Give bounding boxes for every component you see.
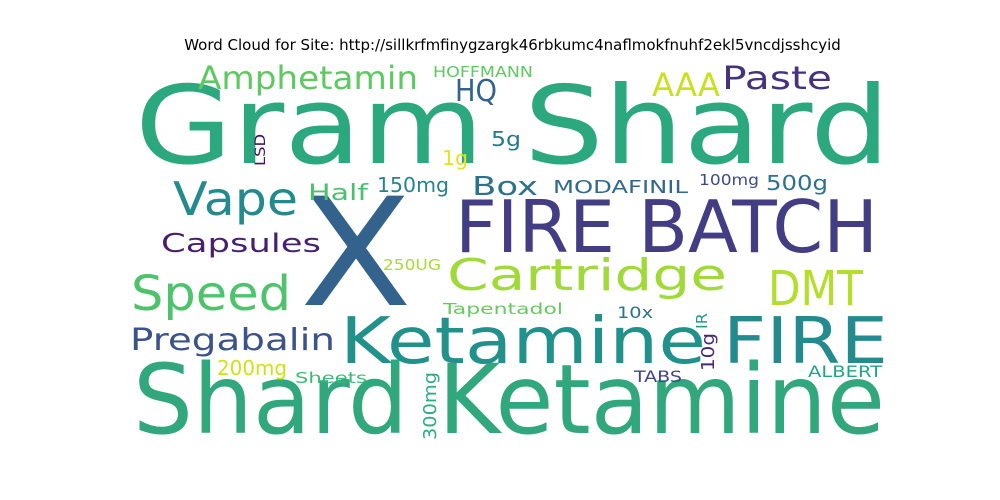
word-10g: 10g — [698, 333, 719, 371]
word-paste: Paste — [722, 59, 832, 97]
word-vape: Vape — [173, 172, 298, 226]
word-pregabalin: Pregabalin — [130, 323, 335, 358]
word-cartridge: Cartridge — [447, 250, 727, 301]
word-box: Box — [472, 172, 538, 202]
word-half: Half — [308, 181, 370, 206]
word-aaa: AAA — [652, 66, 720, 104]
word-1g: 1g — [442, 146, 468, 170]
word-hoffmann: HOFFMANN — [433, 63, 533, 81]
word-modafinil: MODAFINIL — [553, 177, 688, 198]
word-200mg: 200mg — [217, 356, 287, 380]
word-x: X — [300, 167, 412, 341]
word-hq: HQ — [455, 74, 497, 109]
word-albert: ALBERT — [808, 362, 882, 381]
word-100mg: 100mg — [699, 171, 759, 189]
word-500g: 500g — [766, 171, 828, 195]
word-dmt: DMT — [768, 261, 864, 317]
word-capsules: Capsules — [161, 229, 321, 259]
word-5g: 5g — [491, 127, 521, 151]
word-250ug: 250UG — [383, 256, 441, 274]
word-gram-shard: Gram Shard — [135, 64, 890, 189]
word-ir: IR — [693, 313, 711, 329]
word-10x: 10x — [617, 303, 653, 322]
word-150mg: 150mg — [377, 173, 449, 197]
word-sheets: Sheets — [295, 369, 367, 387]
word-ketamine: Ketamine — [340, 305, 706, 379]
word-tapentadol: Tapentadol — [442, 300, 563, 318]
word-amphetamin: Amphetamin — [198, 59, 418, 97]
chart-title: Word Cloud for Site: http://sillkrfmfiny… — [184, 36, 841, 54]
word-tabs: TABS — [633, 367, 682, 386]
word-shard-ketamine: Shard Ketamine — [133, 344, 885, 456]
word-fire-batch: FIRE BATCH — [455, 185, 878, 269]
word-fire: FIRE — [723, 305, 888, 379]
word-300mg: 300mg — [420, 372, 441, 440]
word-speed: Speed — [131, 266, 291, 322]
word-lsd: LSD — [253, 134, 269, 166]
